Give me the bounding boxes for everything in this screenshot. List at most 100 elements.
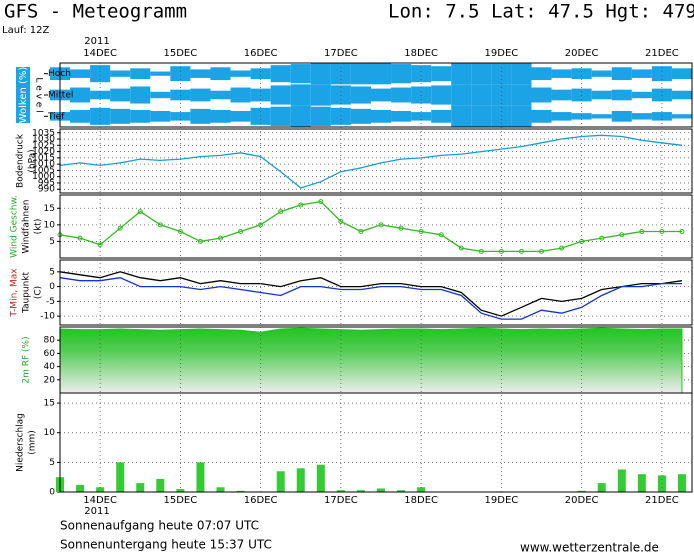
cloud-cell	[350, 108, 371, 124]
x-tick-label-top: 19DEC	[485, 48, 519, 59]
bar	[296, 468, 305, 492]
location: Lon: 7.5 Lat: 47.5 Hgt: 479m	[388, 1, 694, 23]
cloud-cell	[130, 109, 151, 123]
y-tick-label: 80	[44, 336, 56, 346]
panel-frame	[59, 62, 693, 128]
cloud-cell	[631, 91, 652, 99]
cloud-cell	[391, 64, 412, 84]
axis-label: (C)	[34, 286, 44, 299]
cloud-cell	[471, 105, 492, 127]
cloud-cell	[591, 70, 612, 77]
cloud-cell	[531, 67, 552, 81]
x-tick-label-top: 14DEC	[83, 48, 117, 59]
y-tick-label: 1010	[32, 160, 55, 170]
y-tick-label: 60	[44, 349, 56, 359]
cloud-cell	[611, 111, 632, 122]
bar	[236, 490, 245, 492]
cloud-cell	[531, 87, 552, 103]
x-tick-label-bottom: 19DEC	[485, 495, 519, 506]
cloud-cell	[290, 84, 311, 106]
cloud-cell	[671, 114, 692, 119]
x-tick-label-bottom: 18DEC	[404, 495, 438, 506]
cloud-cell	[611, 89, 632, 101]
marker	[398, 225, 404, 231]
axis-label: Bodendruck	[16, 133, 26, 188]
cloud-cell	[651, 112, 672, 121]
cloud-cell	[190, 69, 211, 78]
cloud-cell	[411, 65, 432, 83]
y-tick-label: 1030	[32, 135, 55, 145]
y-tick-label: 1000	[32, 172, 55, 182]
cloud-cell	[511, 63, 532, 85]
y-tick-label: 1035	[32, 128, 55, 138]
area	[59, 327, 683, 394]
cloud-cell	[431, 66, 452, 82]
level-label: Mittel	[48, 91, 73, 101]
sunset: Sonnenuntergang heute 15:37 UTC	[60, 538, 272, 552]
y-tick-label: 995	[38, 178, 55, 188]
cloud-cell	[210, 90, 231, 100]
series-line	[59, 271, 683, 317]
y-tick-label: 5	[49, 237, 55, 247]
cloud-cell	[671, 68, 692, 79]
cloud-cell	[391, 87, 412, 103]
cloud-cell	[531, 109, 552, 123]
cloud-cell	[471, 63, 492, 85]
cloud-cell	[150, 71, 171, 76]
cloud-cell	[230, 70, 251, 77]
cloud-cell	[651, 66, 672, 82]
cloud-cell	[591, 90, 612, 100]
cloud-cell	[370, 109, 392, 123]
marker	[418, 228, 424, 234]
bar	[136, 483, 145, 492]
cloud-cell	[90, 107, 111, 125]
cloud-cell	[230, 87, 251, 103]
cloud-cell	[270, 106, 291, 126]
marker	[97, 242, 103, 248]
cloud-cell	[110, 108, 131, 124]
y-tick-label: 1025	[32, 141, 55, 151]
cloud-cell	[250, 107, 271, 125]
y-tick-label: 40	[44, 362, 56, 372]
cloud-cell	[110, 70, 131, 77]
axis-label: (kt)	[34, 219, 44, 235]
panel-frame	[59, 128, 693, 194]
x-tick-label-top: 16DEC	[244, 48, 278, 59]
marker	[458, 245, 464, 251]
cloud-cell	[70, 69, 91, 78]
cloud-cell	[250, 68, 271, 79]
bar	[76, 484, 85, 492]
cloud-cell	[511, 105, 532, 127]
cloud-cell	[130, 68, 151, 79]
y-tick-label: 1005	[32, 166, 55, 176]
cloud-cell	[471, 84, 492, 106]
axis-label: T-Min, Max	[10, 268, 20, 318]
panel-label: Wolken (%)	[18, 67, 29, 124]
marker	[298, 202, 304, 208]
bar	[156, 478, 165, 492]
y-tick-label: -5	[46, 297, 55, 307]
cloud-cell	[411, 112, 432, 121]
cloud-cell	[431, 109, 452, 123]
marker	[177, 228, 183, 234]
marker	[639, 228, 645, 234]
bar	[377, 488, 386, 492]
source: www.wetterzentrale.de	[520, 541, 659, 553]
marker	[157, 222, 163, 228]
cloud-cell	[130, 86, 151, 104]
axis-label: Niederschlag	[16, 413, 26, 472]
cloud-cell	[391, 111, 412, 122]
cloud-cell	[451, 63, 472, 85]
axis-label: Taupunkt	[22, 271, 32, 314]
series-line	[59, 200, 682, 253]
bar	[597, 483, 606, 492]
bar	[356, 490, 365, 492]
bar	[417, 487, 426, 492]
title: GFS - Meteogramm	[4, 1, 187, 23]
cloud-cell	[451, 84, 472, 106]
marker	[358, 228, 364, 234]
cloud-cell	[310, 106, 331, 126]
axis-label: Wind Geschw.	[10, 195, 20, 258]
marker	[619, 232, 625, 238]
